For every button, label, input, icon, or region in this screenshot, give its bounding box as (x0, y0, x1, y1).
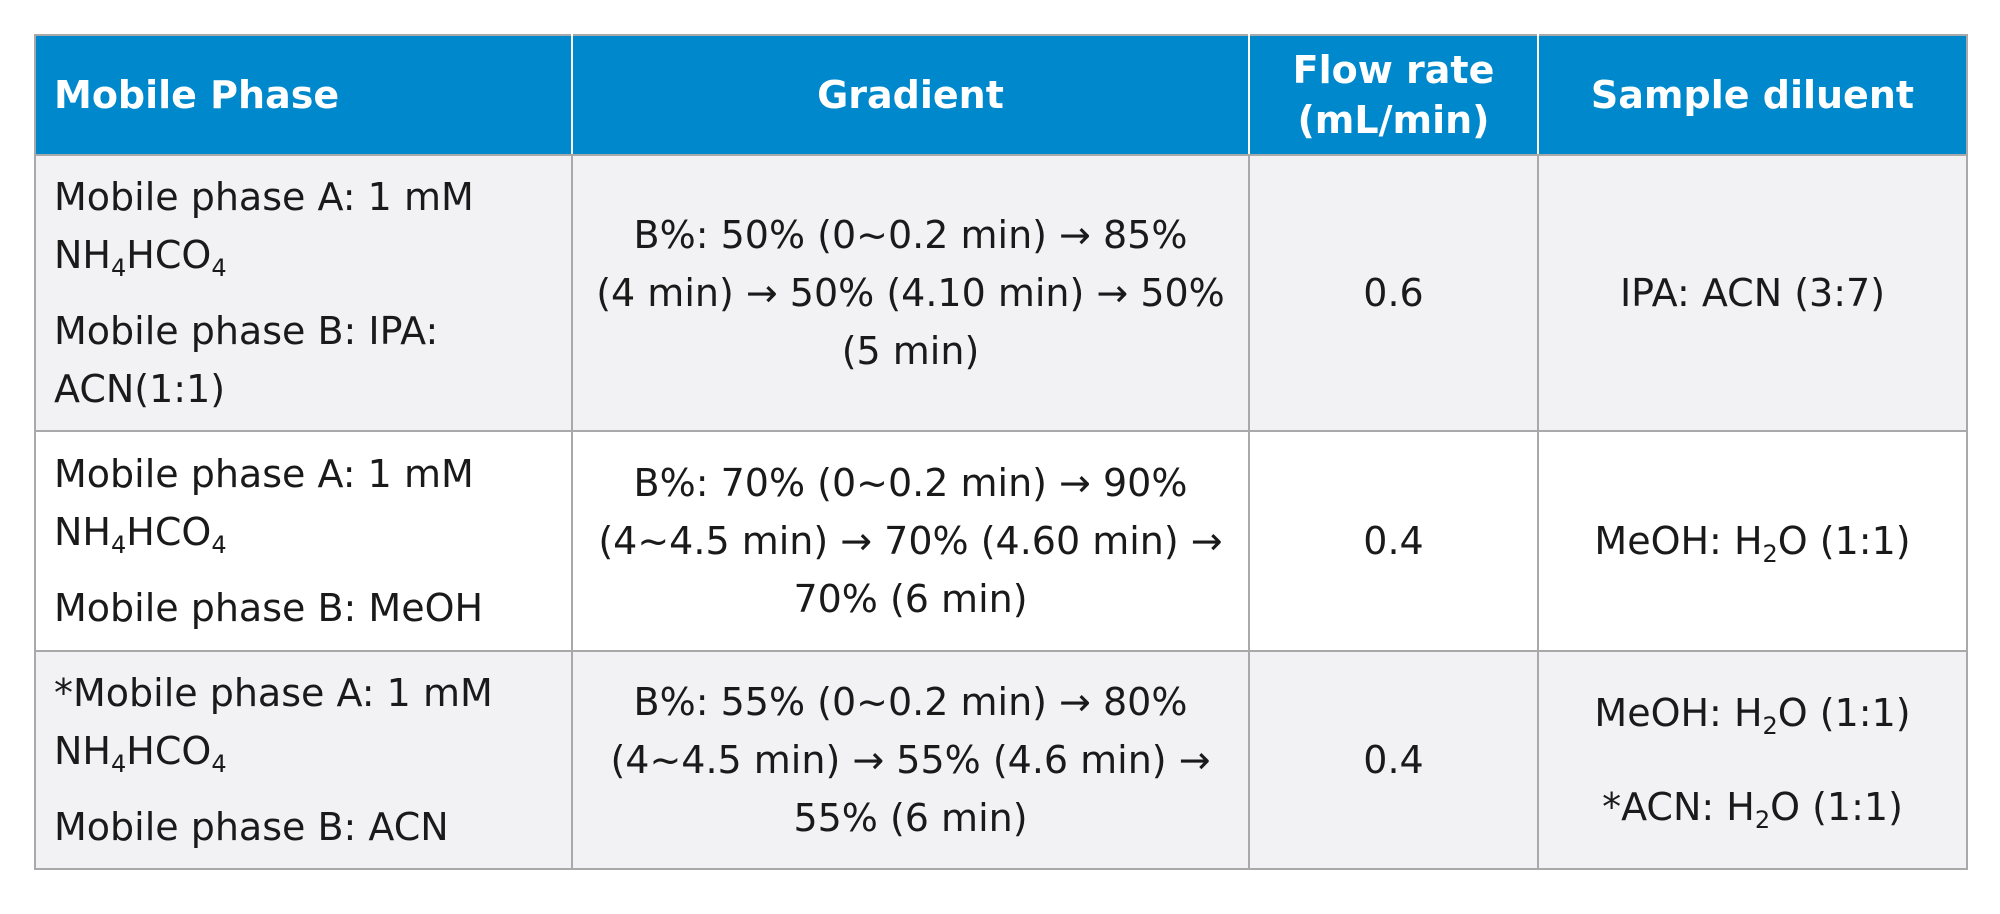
gradient-line: B%: 70% (0~0.2 min) → 90% (633, 461, 1188, 505)
mobile-phase-b-label-cont: ACN(1:1) (54, 367, 226, 411)
header-flow-rate-line1: Flow rate (1292, 48, 1495, 92)
table-row: Mobile phase A: 1 mM NH4HCO4 Mobile phas… (34, 430, 1968, 652)
header-sample-diluent: Sample diluent (1537, 34, 1968, 156)
sample-diluent-primary: MeOH: H2O (1:1) (1594, 691, 1911, 740)
table-row: *Mobile phase A: 1 mM NH4HCO4 Mobile pha… (34, 650, 1968, 870)
gradient-cell: B%: 55% (0~0.2 min) → 80% (4~4.5 min) → … (571, 650, 1250, 870)
table-row: Mobile phase A: 1 mM NH4HCO4 Mobile phas… (34, 154, 1968, 432)
sample-diluent-cell: IPA: ACN (3:7) (1537, 154, 1968, 432)
mobile-phase-a-label: *Mobile phase A: 1 mM (54, 671, 493, 715)
mobile-phase-a-label: Mobile phase A: 1 mM (54, 175, 474, 219)
gradient-line: B%: 55% (0~0.2 min) → 80% (633, 680, 1188, 724)
flow-rate-cell: 0.4 (1248, 650, 1539, 870)
flow-rate-cell: 0.4 (1248, 430, 1539, 652)
sample-diluent-cell: MeOH: H2O (1:1) (1537, 430, 1968, 652)
flow-rate-cell: 0.6 (1248, 154, 1539, 432)
gradient-line: B%: 50% (0~0.2 min) → 85% (633, 213, 1188, 257)
header-row: Mobile Phase Gradient Flow rate (mL/min)… (34, 34, 1968, 156)
header-flow-rate: Flow rate (mL/min) (1248, 34, 1539, 156)
mobile-phase-cell: Mobile phase A: 1 mM NH4HCO4 Mobile phas… (34, 154, 573, 432)
sample-diluent-alternate: *ACN: H2O (1:1) (1602, 785, 1903, 834)
gradient-line: (4 min) → 50% (4.10 min) → 50% (596, 271, 1225, 315)
mobile-phase-b-label: Mobile phase B: ACN (54, 805, 449, 849)
gradient-line: (4~4.5 min) → 70% (4.60 min) → (598, 519, 1223, 563)
mobile-phase-b-label: Mobile phase B: MeOH (54, 586, 484, 630)
mobile-phase-a-compound: NH4HCO4 (54, 233, 227, 282)
header-mobile-phase: Mobile Phase (34, 34, 573, 156)
mobile-phase-cell: *Mobile phase A: 1 mM NH4HCO4 Mobile pha… (34, 650, 573, 870)
gradient-cell: B%: 50% (0~0.2 min) → 85% (4 min) → 50% … (571, 154, 1250, 432)
header-flow-rate-line2: (mL/min) (1297, 98, 1490, 142)
mobile-phase-a-label: Mobile phase A: 1 mM (54, 452, 474, 496)
gradient-cell: B%: 70% (0~0.2 min) → 90% (4~4.5 min) → … (571, 430, 1250, 652)
gradient-line: (5 min) (841, 329, 980, 373)
chromatography-conditions-table: Mobile Phase Gradient Flow rate (mL/min)… (34, 34, 1968, 870)
gradient-line: 70% (6 min) (793, 577, 1028, 621)
gradient-line: 55% (6 min) (793, 796, 1028, 840)
mobile-phase-a-compound: NH4HCO4 (54, 510, 227, 559)
mobile-phase-a-compound: NH4HCO4 (54, 729, 227, 778)
sample-diluent-cell: MeOH: H2O (1:1) *ACN: H2O (1:1) (1537, 650, 1968, 870)
mobile-phase-cell: Mobile phase A: 1 mM NH4HCO4 Mobile phas… (34, 430, 573, 652)
mobile-phase-b-label: Mobile phase B: IPA: (54, 309, 439, 353)
header-gradient: Gradient (571, 34, 1250, 156)
gradient-line: (4~4.5 min) → 55% (4.6 min) → (610, 738, 1211, 782)
